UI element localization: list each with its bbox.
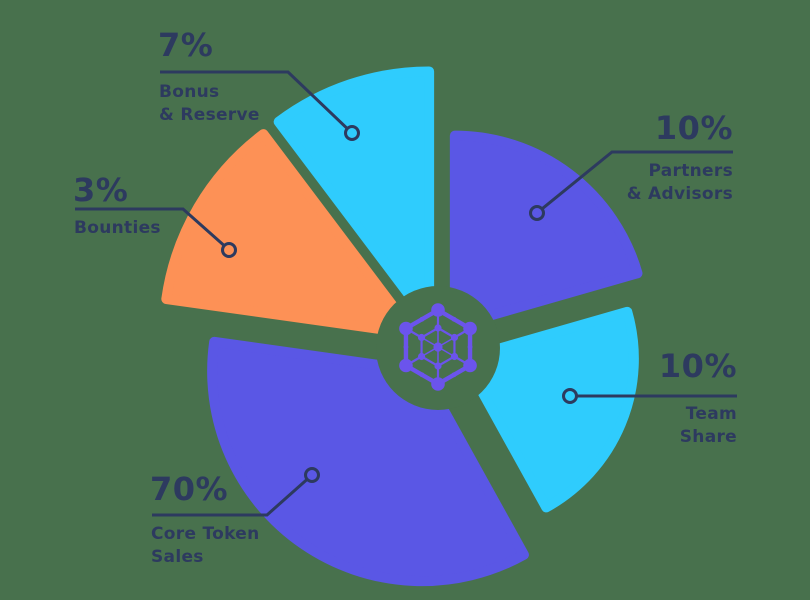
callout-line-bounties <box>75 207 225 247</box>
network-hexagon-icon <box>450 333 459 342</box>
network-hexagon-icon <box>463 321 477 336</box>
label-team-share: Team Share <box>679 404 737 447</box>
label-core-token-sales: Core Token Sales <box>151 524 260 567</box>
pie-slice-core-token-sales <box>207 336 529 587</box>
pie-slice-team-share <box>458 306 639 513</box>
callout-marker-core-token-sales <box>304 467 320 483</box>
callout-marker-bounties <box>221 242 237 258</box>
network-hexagon-icon <box>417 352 426 361</box>
network-hexagon-icon <box>399 358 413 373</box>
network-hexagon-icon <box>419 372 425 378</box>
callout-line-bonus-reserve <box>160 70 348 130</box>
network-hexagon-icon <box>463 358 477 373</box>
callout-line-partners-advisors <box>541 150 733 210</box>
network-hexagon-icon <box>450 352 459 361</box>
network-hexagon-icon <box>403 344 409 350</box>
pct-team-share: 10% <box>658 347 737 385</box>
network-hexagon-icon <box>431 303 445 317</box>
network-hexagon-icon <box>399 321 413 336</box>
network-hexagon-icon <box>434 362 442 370</box>
network-hexagon-icon <box>419 316 425 322</box>
pct-partners-advisors: 10% <box>654 109 733 147</box>
pie-slice-partners-advisors <box>449 130 643 331</box>
pct-bounties: 3% <box>73 171 129 209</box>
network-hexagon-icon <box>451 316 457 322</box>
callout-marker-bonus-reserve <box>344 125 360 141</box>
network-hexagon-icon <box>467 344 473 350</box>
network-hexagon-icon <box>433 342 443 352</box>
pct-bonus-reserve: 7% <box>158 26 214 64</box>
label-partners-advisors: Partners & Advisors <box>626 161 733 204</box>
pie-slice-bounties <box>161 129 419 339</box>
network-hexagon-icon <box>417 333 426 342</box>
pie-slice-bonus-reserve <box>273 66 435 327</box>
pct-core-token-sales: 70% <box>150 470 229 508</box>
label-bonus-reserve: Bonus & Reserve <box>159 82 260 125</box>
network-hexagon-icon <box>451 372 457 378</box>
callout-line-core-token-sales <box>152 478 308 517</box>
callout-marker-partners-advisors <box>529 205 545 221</box>
callout-marker-team-share <box>562 388 578 404</box>
network-hexagon-icon <box>431 377 445 391</box>
network-hexagon-icon <box>434 324 442 332</box>
label-bounties: Bounties <box>74 218 161 238</box>
